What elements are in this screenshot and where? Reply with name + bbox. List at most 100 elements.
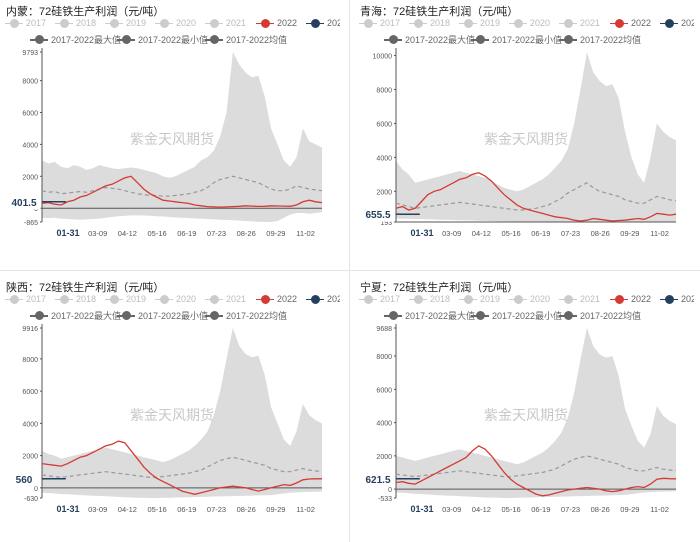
legend-label: 2018 (76, 18, 97, 28)
x-tick-label: 09-29 (266, 229, 285, 238)
legend-item-2023[interactable]: 2023 (306, 18, 340, 28)
legend-item-2019[interactable]: 2019 (459, 294, 500, 304)
panel-ningxia: 宁夏：72硅铁生产利润（元/吨） 2017 2018 2019 2020 2021 202… (354, 276, 694, 538)
legend-item-stat-0[interactable]: 2017-2022最大值 (30, 309, 121, 322)
legend-item-2018[interactable]: 2018 (55, 18, 96, 28)
legend-item-2017[interactable]: 2017 (5, 18, 46, 28)
legend-marker-icon (509, 18, 527, 28)
legend-item-2023[interactable]: 2023 (660, 294, 694, 304)
current-value-box (5, 194, 41, 210)
legend-item-2020[interactable]: 2020 (155, 294, 196, 304)
x-tick-label: 03-09 (442, 229, 461, 238)
x-tick-label: 01-31 (410, 228, 433, 238)
legend-label: 2017-2022最大值 (51, 311, 122, 321)
legend-marker-icon (205, 18, 223, 28)
y-tick-label: 2000 (22, 454, 38, 461)
legend-item-2020[interactable]: 2020 (155, 18, 196, 28)
legend-item-2022[interactable]: 2022 (256, 18, 297, 28)
legend-item-stat-2[interactable]: 2017-2022均值 (559, 309, 641, 322)
chart-svg: 9916 8000 6000 4000 2000 0 -630 01-31 03-09 04-12… (5, 324, 323, 514)
legend-item-2021[interactable]: 2021 (205, 18, 246, 28)
legend-item-2021[interactable]: 2021 (205, 294, 246, 304)
legend-item-stat-1[interactable]: 2017-2022最小值 (471, 309, 562, 322)
x-tick-label: 09-29 (620, 229, 639, 238)
legend-label: 2022 (631, 294, 652, 304)
legend-item-2022[interactable]: 2022 (610, 18, 651, 28)
x-tick-label: 07-23 (561, 229, 580, 238)
x-tick-label: 11-02 (650, 505, 669, 514)
legend-marker-icon (205, 35, 223, 44)
legend-label: 2023 (681, 18, 694, 28)
panel-neimeng: 内蒙：72硅铁生产利润（元/吨） 2017 2018 2019 2020 2021 202… (0, 0, 340, 262)
x-tick-label: 01-31 (410, 504, 433, 514)
legend-item-stat-2[interactable]: 2017-2022均值 (205, 309, 287, 322)
watermark: 紫金天风期货 (130, 407, 214, 423)
y-tick-label: 6000 (376, 121, 392, 128)
legend-item-2020[interactable]: 2020 (509, 294, 550, 304)
legend-item-2017[interactable]: 2017 (359, 18, 400, 28)
legend-item-2018[interactable]: 2018 (409, 18, 450, 28)
legend-label: 2020 (530, 18, 551, 28)
chart-svg: 9688 8000 6000 4000 2000 0 -533 01-31 03-09 04-12… (359, 324, 677, 514)
legend-item-2023[interactable]: 2023 (660, 18, 694, 28)
legend-marker-icon (610, 294, 628, 304)
current-value-box (5, 471, 41, 487)
y-tick-label: 4000 (376, 155, 392, 162)
legend-label: 2022 (631, 18, 652, 28)
legend-item-2021[interactable]: 2021 (559, 18, 600, 28)
legend-item-2019[interactable]: 2019 (459, 18, 500, 28)
legend-item-2018[interactable]: 2018 (409, 294, 450, 304)
panel-title: 内蒙：72硅铁生产利润（元/吨） (6, 6, 165, 18)
legend-item-stat-0[interactable]: 2017-2022最大值 (384, 309, 475, 322)
current-value-box (359, 471, 395, 487)
legend-item-2018[interactable]: 2018 (55, 294, 96, 304)
y-tick-label: 8000 (376, 87, 392, 94)
x-tick-label: 08-26 (591, 229, 610, 238)
legend-item-2019[interactable]: 2019 (105, 294, 146, 304)
chart-legend: 2017 2018 2019 2020 2021 2022 2023 2017-2022最大值… (354, 294, 694, 324)
legend-label: 2017-2022最小值 (492, 35, 563, 45)
legend-item-2021[interactable]: 2021 (559, 294, 600, 304)
legend-item-2023[interactable]: 2023 (306, 294, 340, 304)
legend-item-stat-1[interactable]: 2017-2022最小值 (117, 33, 208, 46)
legend-item-2017[interactable]: 2017 (5, 294, 46, 304)
legend-item-2022[interactable]: 2022 (256, 294, 297, 304)
series-line-mean (395, 455, 677, 478)
legend-label: 2017-2022最大值 (405, 311, 476, 321)
legend-marker-icon (306, 294, 324, 304)
legend-label: 2019 (480, 18, 501, 28)
legend-item-stat-2[interactable]: 2017-2022均值 (205, 33, 287, 46)
legend-item-2020[interactable]: 2020 (509, 18, 550, 28)
x-tick-label: 03-09 (442, 505, 461, 514)
legend-marker-icon (55, 18, 73, 28)
legend-marker-icon (359, 294, 377, 304)
legend-item-stat-0[interactable]: 2017-2022最大值 (30, 33, 121, 46)
x-tick-label: 07-23 (207, 505, 226, 514)
series-band-max-min (396, 52, 676, 222)
legend-marker-icon (660, 294, 678, 304)
legend-marker-icon (117, 311, 135, 320)
legend-item-2019[interactable]: 2019 (105, 18, 146, 28)
current-value-label: 655.5 (365, 210, 390, 221)
legend-item-stat-0[interactable]: 2017-2022最大值 (384, 33, 475, 46)
legend-label: 2017 (26, 294, 47, 304)
legend-marker-icon (384, 35, 402, 44)
x-tick-label: 06-19 (177, 505, 196, 514)
y-tick-label: 0 (34, 206, 38, 213)
legend-item-stat-2[interactable]: 2017-2022均值 (559, 33, 641, 46)
legend-item-2022[interactable]: 2022 (610, 294, 651, 304)
y-tick-label: 0 (388, 487, 392, 494)
legend-marker-icon (471, 35, 489, 44)
chart-legend: 2017 2018 2019 2020 2021 2022 2023 2017-2022最大值… (354, 18, 694, 48)
series-line-2022 (395, 445, 677, 497)
legend-item-stat-1[interactable]: 2017-2022最小值 (471, 33, 562, 46)
legend-label: 2017-2022最大值 (405, 35, 476, 45)
legend-item-stat-1[interactable]: 2017-2022最小值 (117, 309, 208, 322)
legend-marker-icon (509, 294, 527, 304)
current-value-marker: 621.5 (359, 471, 395, 487)
y-tick-label: 9793 (22, 50, 38, 57)
y-tick-label: -865 (24, 220, 38, 227)
x-tick-label: 06-19 (531, 505, 550, 514)
legend-item-2017[interactable]: 2017 (359, 294, 400, 304)
legend-marker-icon (559, 311, 577, 320)
